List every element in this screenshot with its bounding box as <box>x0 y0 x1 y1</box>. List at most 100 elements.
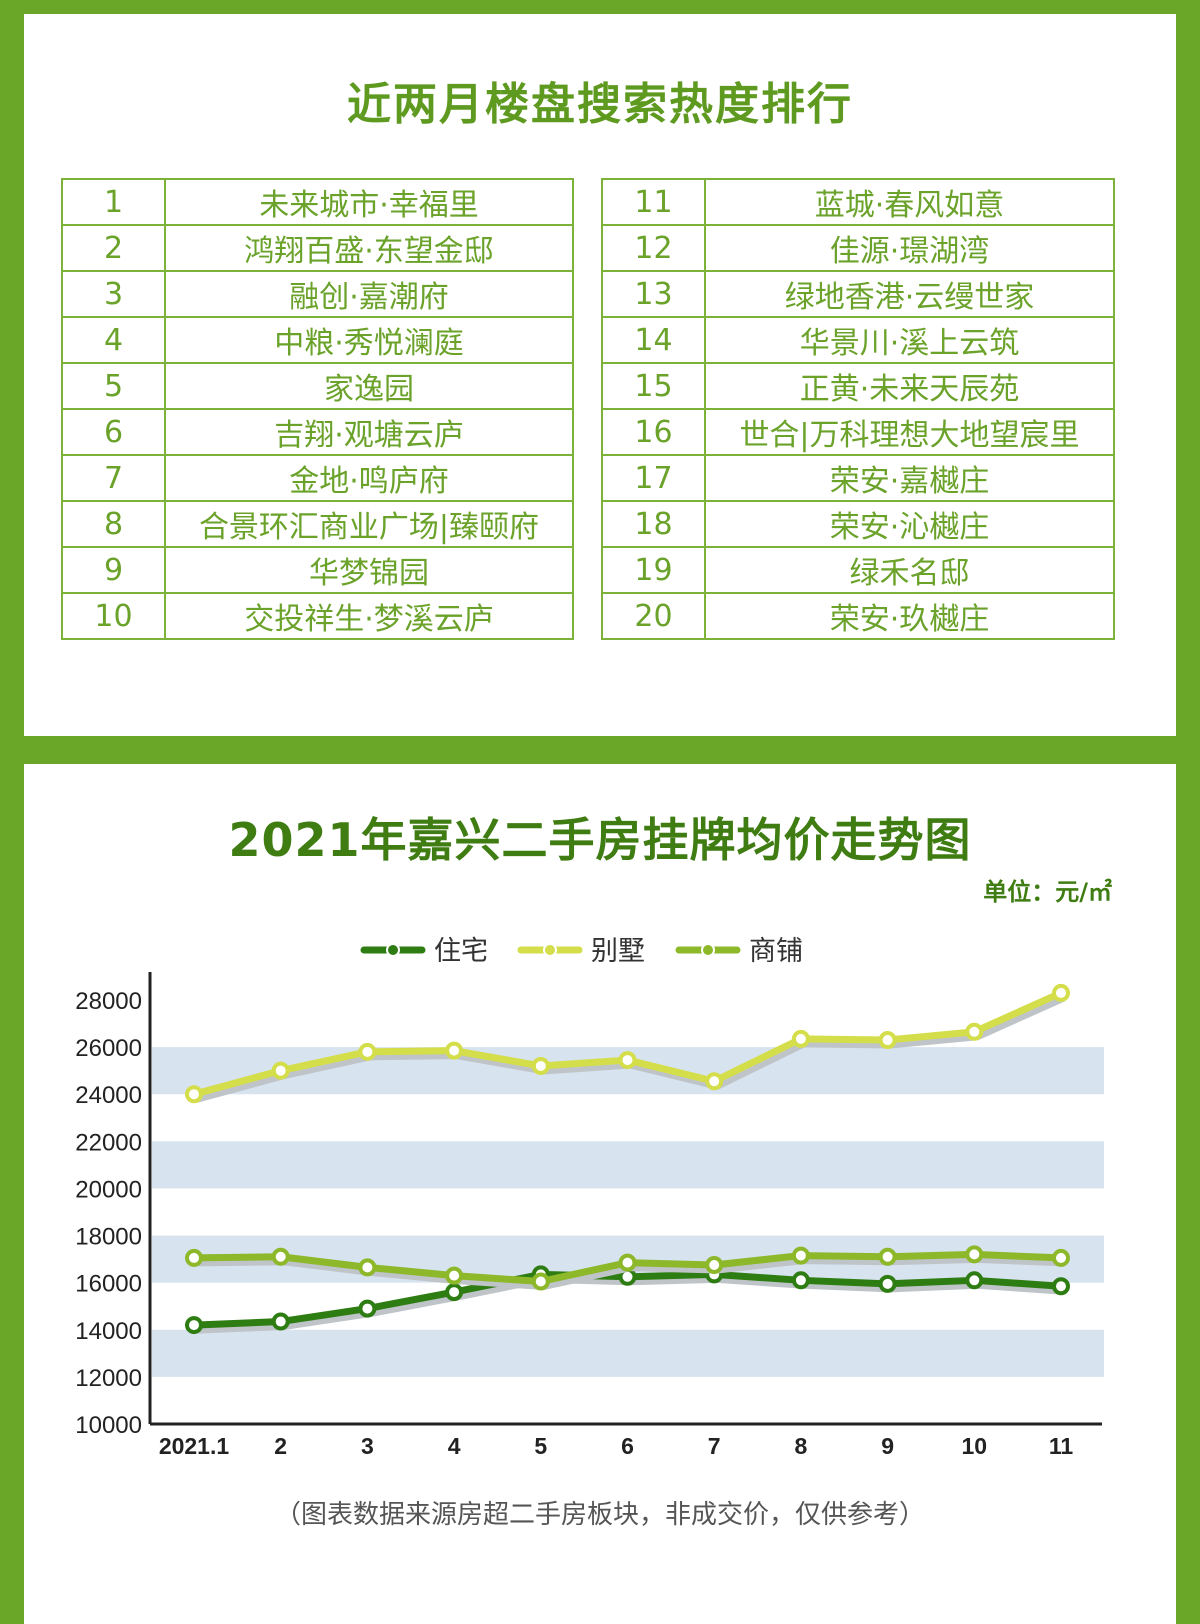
project-name: 绿地香港·云缦世家 <box>704 270 1115 318</box>
ranking-row: 6 吉翔·观塘云庐 <box>61 408 574 456</box>
data-point <box>531 1272 550 1291</box>
legend-label: 别墅 <box>591 936 645 967</box>
project-name: 鸿翔百盛·东望金邸 <box>164 224 574 272</box>
x-tick-label: 3 <box>361 1433 374 1459</box>
ranking-table-left: 1 未来城市·幸福里 2 鸿翔百盛·东望金邸 3 融创·嘉潮府 4 中粮·秀悦澜庭 5 家逸园 6 吉… <box>61 178 574 640</box>
ranking-table-right: 11 蓝城·春风如意 12 佳源·璟湖湾 13 绿地香港·云缦世家 14 华景川·溪上云筑 15… <box>601 178 1115 640</box>
data-point <box>271 1247 290 1266</box>
legend-label: 商铺 <box>749 936 803 967</box>
data-point <box>791 1271 810 1290</box>
rank-number: 19 <box>601 546 706 594</box>
chart-panel: 2021年嘉兴二手房挂牌均价走势图 单位：元/㎡ 10000 12000 14000… <box>24 764 1176 1624</box>
project-name: 荣安·玖樾庄 <box>704 592 1115 640</box>
rank-number: 15 <box>601 362 706 410</box>
y-tick-label: 14000 <box>75 1318 142 1345</box>
data-point <box>445 1041 464 1060</box>
grid-band <box>152 1141 1104 1189</box>
rank-number: 3 <box>61 270 166 318</box>
line-chart: 10000 12000 14000 16000 18000 20000 22000 24000… <box>75 936 1104 1459</box>
legend-marker <box>701 943 715 957</box>
project-name: 荣安·嘉樾庄 <box>704 454 1115 502</box>
unit-label: 单位：元/㎡ <box>983 878 1112 906</box>
rank-number: 7 <box>61 454 166 502</box>
data-point <box>618 1051 637 1070</box>
data-point <box>271 1312 290 1331</box>
rank-number: 17 <box>601 454 706 502</box>
ranking-panel: 近两月楼盘搜索热度排行 1 未来城市·幸福里 2 鸿翔百盛·东望金邸 3 融创·嘉潮府 4 中… <box>24 14 1176 736</box>
rank-number: 14 <box>601 316 706 364</box>
data-point <box>1052 1277 1070 1296</box>
ranking-row: 9 华梦锦园 <box>61 546 574 594</box>
project-name: 蓝城·春风如意 <box>704 178 1115 226</box>
ranking-row: 17 荣安·嘉樾庄 <box>601 454 1115 502</box>
x-tick-label: 2021.1 <box>159 1433 230 1459</box>
x-tick-label: 8 <box>795 1433 808 1459</box>
ranking-row: 10 交投祥生·梦溪云庐 <box>61 592 574 640</box>
ranking-row: 8 合景环汇商业广场|臻颐府 <box>61 500 574 548</box>
project-name: 华梦锦园 <box>164 546 574 594</box>
project-name: 家逸园 <box>164 362 574 410</box>
x-tick-label: 2 <box>274 1433 287 1459</box>
ranking-title: 近两月楼盘搜索热度排行 <box>347 79 853 130</box>
ranking-row: 3 融创·嘉潮府 <box>61 270 574 318</box>
project-name: 华景川·溪上云筑 <box>704 316 1115 364</box>
ranking-row: 1 未来城市·幸福里 <box>61 178 574 226</box>
project-name: 佳源·璟湖湾 <box>704 224 1115 272</box>
data-point <box>705 1256 724 1274</box>
ranking-row: 12 佳源·璟湖湾 <box>601 224 1115 272</box>
rank-number: 1 <box>61 178 166 226</box>
y-tick-label: 18000 <box>75 1224 142 1251</box>
ranking-row: 13 绿地香港·云缦世家 <box>601 270 1115 318</box>
y-tick-label: 28000 <box>75 988 142 1015</box>
data-point <box>965 1271 984 1290</box>
data-point <box>965 1245 984 1264</box>
project-name: 金地·鸣庐府 <box>164 454 574 502</box>
ranking-row: 7 金地·鸣庐府 <box>61 454 574 502</box>
ranking-row: 4 中粮·秀悦澜庭 <box>61 316 574 364</box>
data-point <box>965 1022 984 1041</box>
ranking-row: 16 世合|万科理想大地望宸里 <box>601 408 1115 456</box>
data-point <box>1052 983 1070 1002</box>
rank-number: 11 <box>601 178 706 226</box>
project-name: 正黄·未来天辰苑 <box>704 362 1115 410</box>
project-name: 合景环汇商业广场|臻颐府 <box>164 500 574 548</box>
project-name: 世合|万科理想大地望宸里 <box>704 408 1115 456</box>
source-note: （图表数据来源房超二手房板块，非成交价，仅供参考） <box>274 1500 925 1530</box>
x-tick-label: 4 <box>448 1433 461 1459</box>
data-point <box>791 1246 810 1265</box>
y-tick-label: 20000 <box>75 1176 142 1203</box>
ranking-row: 19 绿禾名邸 <box>601 546 1115 594</box>
rank-number: 4 <box>61 316 166 364</box>
data-point <box>1052 1248 1070 1267</box>
project-name: 吉翔·观塘云庐 <box>164 408 574 456</box>
y-tick-label: 10000 <box>75 1412 142 1439</box>
x-tick-label: 11 <box>1049 1433 1074 1459</box>
rank-number: 12 <box>601 224 706 272</box>
data-point <box>358 1299 377 1318</box>
legend-label: 住宅 <box>434 936 488 967</box>
data-point <box>445 1283 464 1302</box>
y-tick-label: 26000 <box>75 1035 142 1062</box>
data-point <box>791 1029 810 1048</box>
rank-number: 9 <box>61 546 166 594</box>
data-point <box>445 1266 464 1285</box>
ranking-row: 20 荣安·玖樾庄 <box>601 592 1115 640</box>
data-point <box>705 1072 724 1091</box>
rank-number: 20 <box>601 592 706 640</box>
rank-number: 5 <box>61 362 166 410</box>
data-point <box>618 1253 637 1272</box>
y-tick-label: 22000 <box>75 1129 142 1156</box>
rank-number: 18 <box>601 500 706 548</box>
data-point <box>878 1274 897 1293</box>
data-point <box>878 1031 897 1050</box>
ranking-row: 14 华景川·溪上云筑 <box>601 316 1115 364</box>
x-tick-label: 9 <box>881 1433 894 1459</box>
data-point <box>185 1248 203 1267</box>
data-point <box>271 1061 290 1080</box>
rank-number: 8 <box>61 500 166 548</box>
rank-number: 16 <box>601 408 706 456</box>
chart-title: 2021年嘉兴二手房挂牌均价走势图 <box>228 813 972 867</box>
project-name: 融创·嘉潮府 <box>164 270 574 318</box>
ranking-row: 5 家逸园 <box>61 362 574 410</box>
ranking-row: 15 正黄·未来天辰苑 <box>601 362 1115 410</box>
